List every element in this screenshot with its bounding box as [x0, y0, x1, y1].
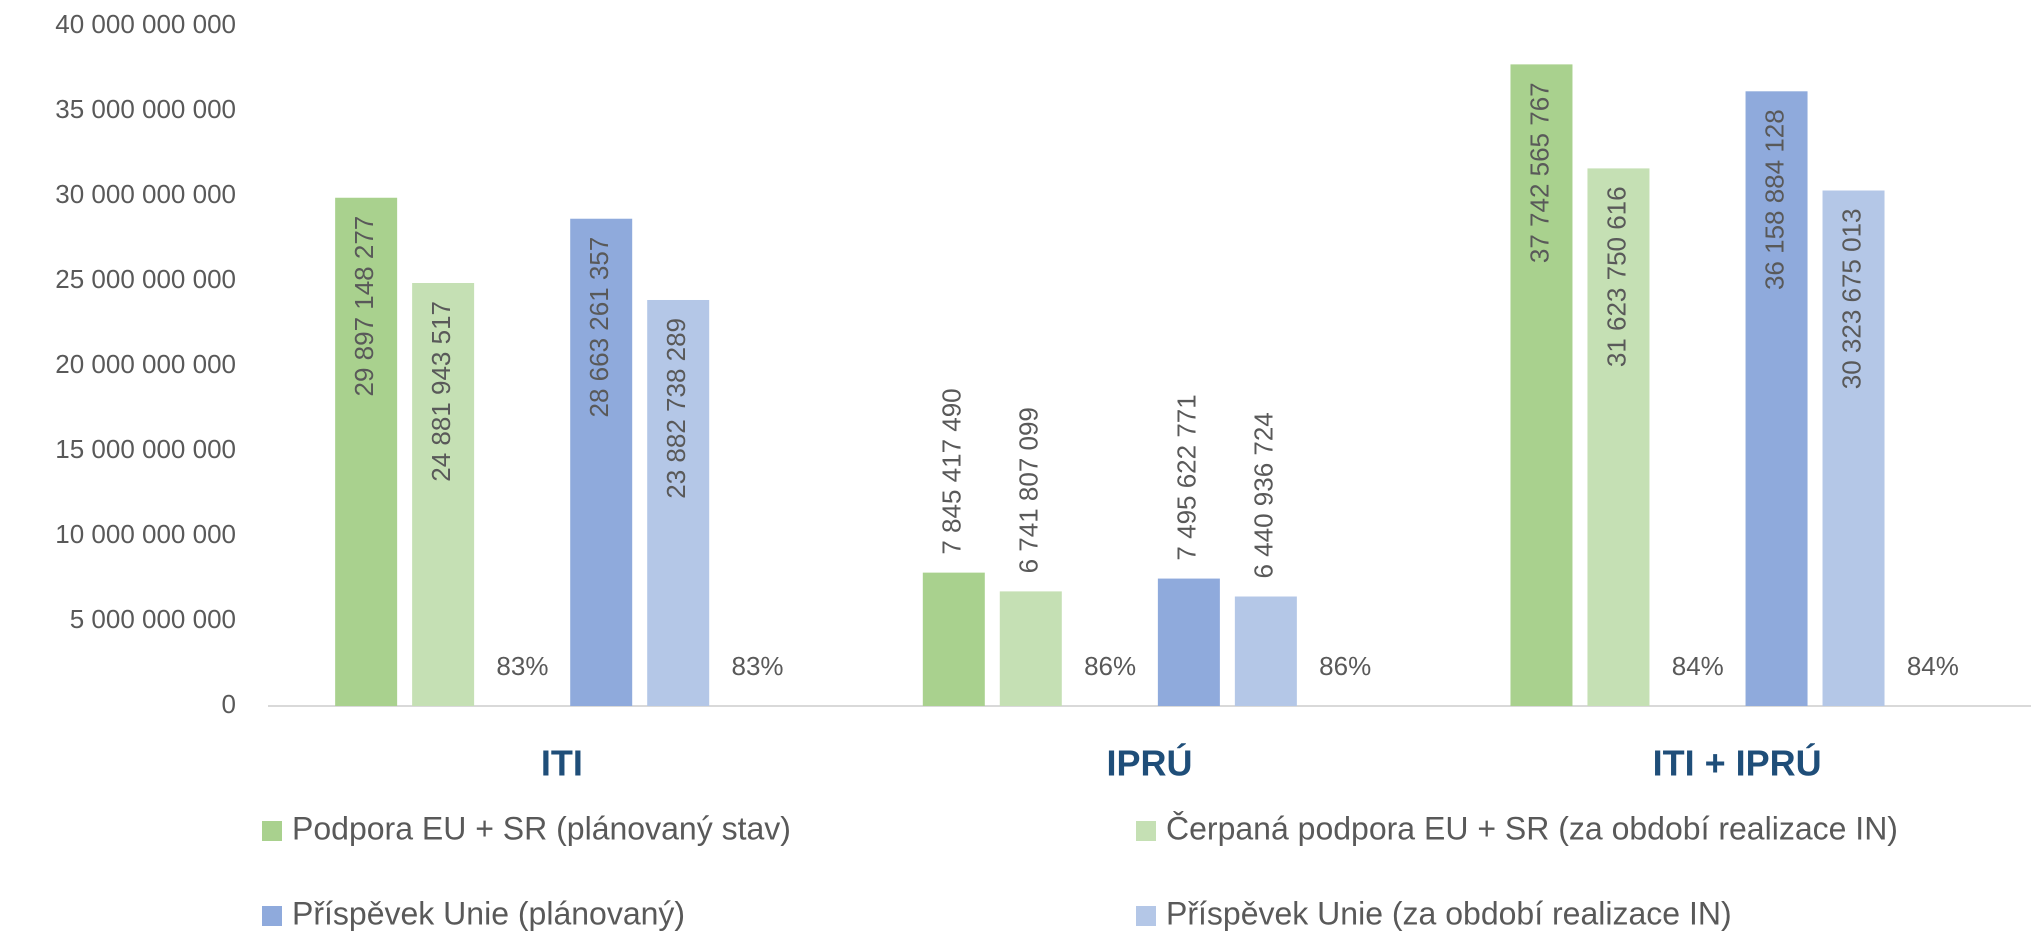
bar	[1157, 578, 1220, 706]
legend-swatch	[1136, 821, 1156, 841]
value-label: 24 881 943 517	[426, 301, 456, 482]
x-tick-label: IPRÚ	[1106, 742, 1192, 784]
value-label: 28 663 261 357	[584, 237, 614, 418]
legend-swatch	[262, 906, 282, 926]
x-tick-label: ITI + IPRÚ	[1653, 742, 1822, 784]
bar	[1510, 64, 1573, 706]
legend-label: Čerpaná podpora EU + SR (za období reali…	[1166, 810, 1898, 846]
legend-swatch	[262, 821, 282, 841]
value-label: 23 882 738 289	[661, 318, 691, 499]
value-label: 31 623 750 616	[1601, 186, 1631, 367]
bar	[999, 591, 1062, 706]
legend-label: Příspěvek Unie (za období realizace IN)	[1166, 895, 1732, 931]
y-tick-label: 30 000 000 000	[55, 179, 236, 209]
y-tick-label: 20 000 000 000	[55, 349, 236, 379]
bar	[570, 218, 633, 707]
bar	[1587, 168, 1650, 706]
y-tick-label: 25 000 000 000	[55, 264, 236, 294]
value-label: 36 158 884 128	[1759, 109, 1789, 290]
value-label: 30 323 675 013	[1836, 208, 1866, 389]
bar	[412, 283, 475, 706]
y-tick-label: 40 000 000 000	[55, 9, 236, 39]
bar	[922, 572, 985, 706]
legend-label: Příspěvek Unie (plánovaný)	[292, 895, 685, 931]
ratio-label: 83%	[732, 651, 784, 681]
value-label: 6 741 807 099	[1014, 407, 1044, 573]
value-label: 7 845 417 490	[937, 388, 967, 554]
ratio-label: 83%	[496, 651, 548, 681]
y-tick-label: 5 000 000 000	[70, 604, 236, 634]
y-tick-label: 0	[222, 689, 236, 719]
ratio-label: 86%	[1084, 651, 1136, 681]
legend-label: Podpora EU + SR (plánovaný stav)	[292, 810, 791, 846]
value-label: 6 440 936 724	[1249, 412, 1279, 578]
y-tick-label: 10 000 000 000	[55, 519, 236, 549]
value-label: 37 742 565 767	[1524, 82, 1554, 263]
value-label: 29 897 148 277	[349, 216, 379, 397]
y-tick-label: 35 000 000 000	[55, 94, 236, 124]
bar	[1234, 596, 1297, 706]
ratio-label: 84%	[1672, 651, 1724, 681]
bar	[1822, 190, 1885, 706]
legend-swatch	[1136, 906, 1156, 926]
ratio-label: 86%	[1319, 651, 1371, 681]
bar	[1745, 91, 1808, 707]
bar	[335, 197, 398, 706]
bar	[647, 299, 710, 706]
value-label: 7 495 622 771	[1172, 394, 1202, 560]
ratio-label: 84%	[1907, 651, 1959, 681]
y-tick-label: 15 000 000 000	[55, 434, 236, 464]
x-tick-label: ITI	[541, 743, 583, 784]
